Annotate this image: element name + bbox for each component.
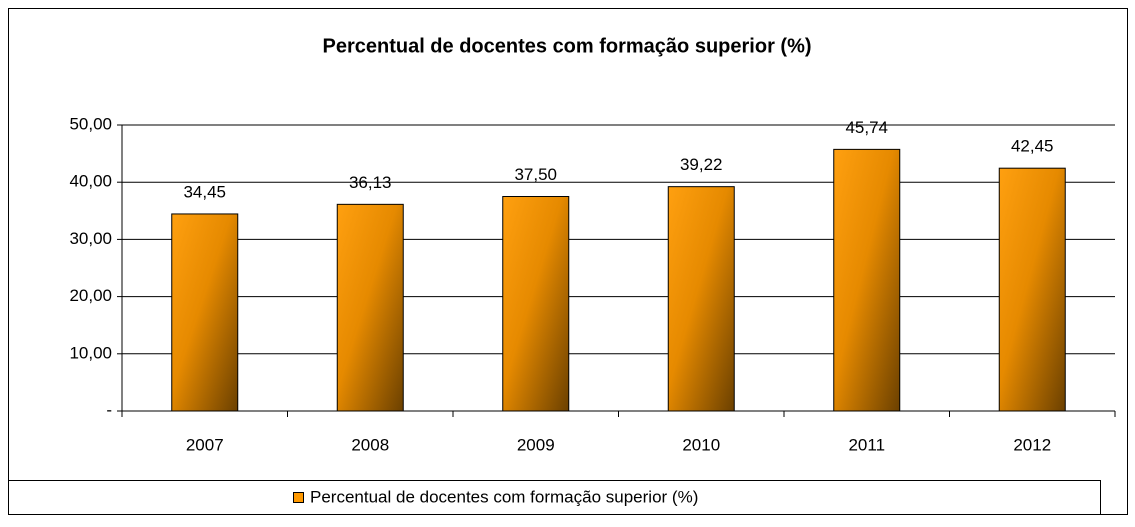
value-label: 36,13 [349, 173, 392, 192]
chart-title: Percentual de docentes com formação supe… [322, 35, 811, 57]
y-tick-label: 30,00 [69, 229, 112, 248]
bar [502, 196, 570, 412]
value-label: 45,74 [845, 118, 888, 137]
x-tick-label: 2008 [351, 435, 389, 454]
bar [336, 203, 404, 412]
y-tick-label: 40,00 [69, 172, 112, 191]
x-tick-label: 2011 [848, 435, 885, 454]
legend-swatch [293, 492, 304, 503]
value-label: 39,22 [680, 155, 723, 174]
x-tick-label: 2009 [517, 435, 555, 454]
bar [833, 148, 901, 412]
x-tick-label: 2010 [682, 435, 720, 454]
x-tick-label: 2012 [1013, 435, 1051, 454]
y-tick-label: 20,00 [69, 286, 112, 305]
bar [667, 186, 735, 412]
value-label: 42,45 [1011, 137, 1054, 156]
x-tick-label: 2007 [186, 435, 224, 454]
legend-box [8, 480, 1101, 515]
y-tick-label: 10,00 [69, 343, 112, 362]
y-tick-label: - [106, 400, 112, 419]
value-label: 37,50 [514, 165, 557, 184]
y-tick-label: 50,00 [69, 114, 112, 133]
bar [171, 213, 239, 412]
value-label: 34,45 [183, 182, 226, 201]
legend-label: Percentual de docentes com formação supe… [310, 487, 698, 506]
bar [998, 167, 1066, 412]
